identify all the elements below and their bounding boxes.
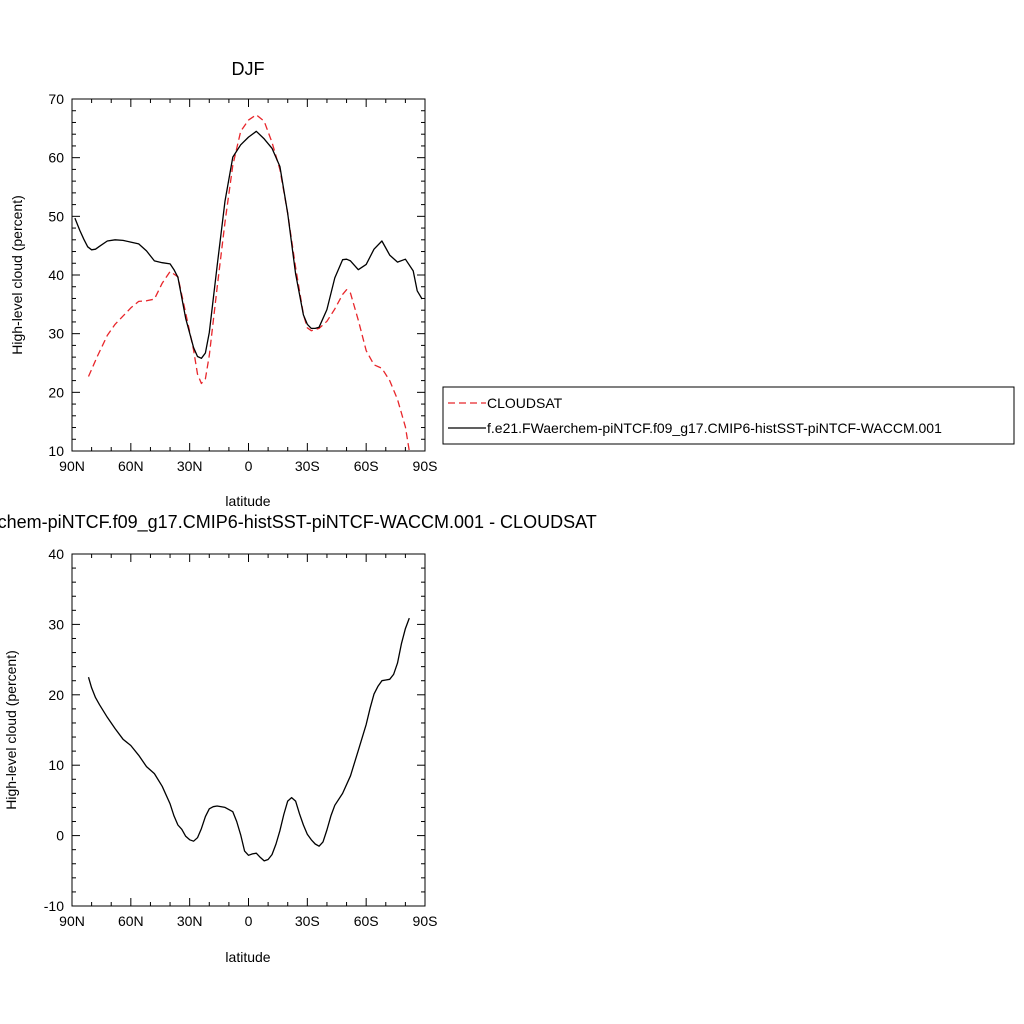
legend-label-cloudsat: CLOUDSAT bbox=[487, 395, 563, 411]
bottom-y-tick-label: 40 bbox=[48, 546, 64, 562]
top-y-tick-label: 60 bbox=[48, 150, 64, 166]
bottom-plot-frame bbox=[71, 553, 426, 907]
bottom-x-tick-label: 60N bbox=[118, 913, 144, 929]
bottom-x-axis-label: latitude bbox=[225, 949, 270, 965]
bottom-y-tick-label: 20 bbox=[48, 687, 64, 703]
top-panel-title: DJF bbox=[232, 59, 265, 79]
bottom-x-tick-label: 90N bbox=[59, 913, 85, 929]
bottom-x-tick-label: 30N bbox=[177, 913, 203, 929]
top-y-tick-label: 10 bbox=[48, 443, 64, 459]
top-series-line-0 bbox=[87, 114, 410, 452]
top-series-line-1 bbox=[74, 130, 423, 359]
top-y-tick-labels: 10 20 30 40 50 60 70 bbox=[48, 91, 64, 459]
top-ticks bbox=[71, 98, 426, 452]
top-x-tick-label: 30N bbox=[177, 458, 203, 474]
top-x-tick-label: 90N bbox=[59, 458, 85, 474]
bottom-x-tick-labels: 90N 60N 30N 0 30S 60S 90S bbox=[59, 913, 437, 929]
bottom-y-tick-label: 10 bbox=[48, 757, 64, 773]
bottom-panel: f.e21.FWaerchem-piNTCF.f09_g17.CMIP6-his… bbox=[0, 512, 597, 965]
top-plot-frame bbox=[71, 98, 426, 452]
top-x-tick-labels: 90N 60N 30N 0 30S 60S 90S bbox=[59, 458, 437, 474]
bottom-y-tick-labels: -10 0 10 20 30 40 bbox=[44, 546, 64, 914]
bottom-x-tick-label: 60S bbox=[354, 913, 379, 929]
top-x-tick-label: 90S bbox=[413, 458, 438, 474]
top-y-tick-label: 20 bbox=[48, 384, 64, 400]
bottom-x-tick-label: 30S bbox=[295, 913, 320, 929]
bottom-x-tick-label: 0 bbox=[245, 913, 253, 929]
bottom-panel-title: f.e21.FWaerchem-piNTCF.f09_g17.CMIP6-his… bbox=[0, 512, 597, 533]
top-y-tick-label: 40 bbox=[48, 267, 64, 283]
bottom-y-axis-label: High-level cloud (percent) bbox=[3, 650, 19, 810]
legend-label-model: f.e21.FWaerchem-piNTCF.f09_g17.CMIP6-his… bbox=[487, 420, 942, 436]
top-y-tick-label: 50 bbox=[48, 208, 64, 224]
top-y-axis-label: High-level cloud (percent) bbox=[9, 195, 25, 355]
bottom-y-tick-label: 30 bbox=[48, 616, 64, 632]
bottom-series-lines bbox=[87, 617, 410, 862]
top-x-tick-label: 0 bbox=[245, 458, 253, 474]
top-y-tick-label: 30 bbox=[48, 326, 64, 342]
legend: CLOUDSAT f.e21.FWaerchem-piNTCF.f09_g17.… bbox=[442, 386, 1015, 445]
bottom-y-tick-label: 0 bbox=[56, 828, 64, 844]
top-x-tick-label: 60N bbox=[118, 458, 144, 474]
bottom-x-tick-label: 90S bbox=[413, 913, 438, 929]
top-x-axis-label: latitude bbox=[225, 493, 270, 509]
bottom-y-tick-label: -10 bbox=[44, 898, 64, 914]
top-panel: DJF 90N 60N 30N 0 30S 60S 90S 10 20 30 40 50 60 70 l… bbox=[9, 59, 437, 509]
legend-box bbox=[442, 386, 1015, 445]
top-x-tick-label: 60S bbox=[354, 458, 379, 474]
top-x-tick-label: 30S bbox=[295, 458, 320, 474]
top-series-lines bbox=[74, 114, 423, 452]
top-y-tick-label: 70 bbox=[48, 91, 64, 107]
bottom-ticks bbox=[71, 553, 426, 907]
bottom-series-line-0 bbox=[87, 617, 410, 862]
